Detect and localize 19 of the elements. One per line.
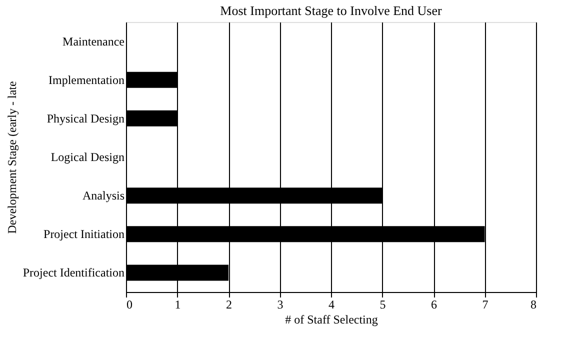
x-tick-label: 0	[126, 298, 132, 312]
x-tick-label: 1	[174, 298, 181, 312]
y-axis-title: Development Stage (early - late	[4, 81, 19, 234]
x-tick-label: 5	[380, 298, 386, 312]
x-tick-label: 2	[226, 298, 232, 312]
x-tick-label: 4	[328, 298, 334, 312]
y-tick-label: Project Identification	[22, 266, 124, 280]
y-tick-label: Logical Design	[50, 150, 124, 164]
x-tick-label: 6	[431, 298, 437, 312]
y-tick-label: Maintenance	[62, 34, 124, 48]
y-tick-label: Implementation	[48, 72, 124, 87]
y-tick-label: Physical Design	[46, 111, 124, 126]
y-tick-label: Analysis	[82, 188, 125, 203]
x-tick-label: 8	[530, 298, 536, 312]
y-tick-label: Project Initiation	[44, 227, 124, 242]
x-tick-label: 3	[277, 298, 284, 312]
x-axis-title: # of Staff Selecting	[285, 312, 378, 326]
chart-title: Most Important Stage to Involve End User	[220, 3, 443, 18]
x-tick-label: 7	[482, 298, 488, 312]
